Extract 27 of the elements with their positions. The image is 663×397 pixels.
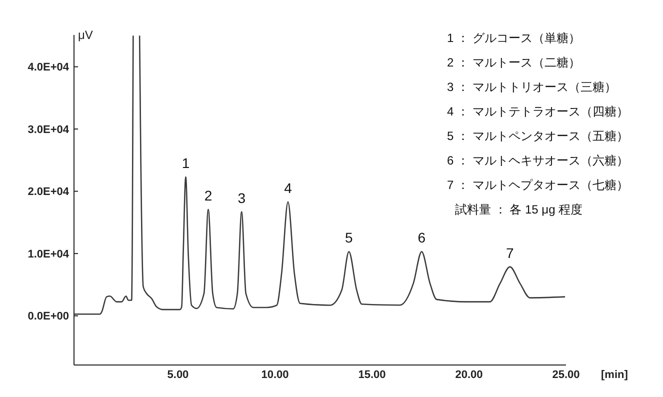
- annotation: 1: [182, 154, 190, 171]
- y-tick-label: 0.0E+00: [28, 310, 69, 323]
- annotation: 2 ： マルトース（二糖）: [447, 56, 580, 70]
- y-tick-label: 2.0E+04: [28, 186, 70, 198]
- annotation: 5 ： マルトペンタオース（五糖）: [447, 129, 628, 143]
- y-tick-label: 4.0E+04: [28, 62, 70, 74]
- annotation: 6: [418, 230, 426, 246]
- x-tick-label: 10.00: [261, 369, 289, 381]
- x-tick-label: 20.00: [455, 369, 483, 381]
- annotation: 5: [345, 230, 354, 246]
- x-tick-label: 5.00: [167, 369, 189, 381]
- y-tick-label: 3.0E+04: [28, 124, 70, 136]
- annotation: 3: [238, 190, 246, 206]
- annotation: 4: [284, 180, 292, 196]
- annotation: 6 ： マルトヘキサオース（六糖）: [447, 154, 628, 168]
- x-tick-label: 15.00: [358, 369, 386, 381]
- annotation: 7: [506, 244, 514, 261]
- y-tick-label: 1.0E+04: [28, 248, 70, 260]
- x-axis-title: [min]: [601, 369, 628, 381]
- annotation: 4 ： マルトテトラオース（四糖）: [447, 104, 628, 118]
- annotation: 7 ： マルトヘプタオース（七糖）: [447, 178, 628, 192]
- annotation: 2: [204, 187, 212, 204]
- annotation: 3 ： マルトトリオース（三糖）: [447, 80, 616, 94]
- annotation: 試料量 ： 各 15 μg 程度: [455, 202, 583, 216]
- y-axis-title: μV: [78, 28, 93, 42]
- annotation: 1 ： グルコース（単糖）: [447, 31, 580, 45]
- x-tick-label: 25.00: [552, 369, 580, 381]
